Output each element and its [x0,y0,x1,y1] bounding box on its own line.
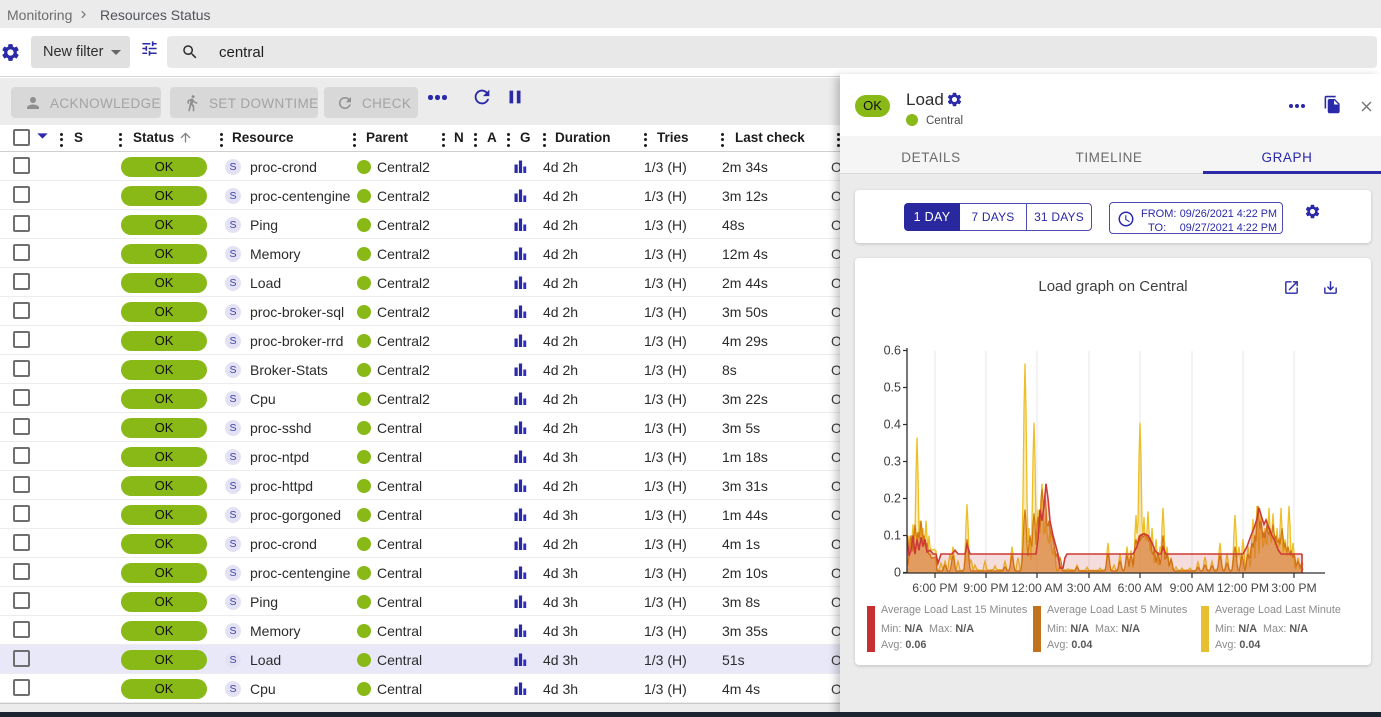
svg-text:6:00 PM: 6:00 PM [912,581,957,595]
svg-text:12:00 AM: 12:00 AM [1011,581,1063,595]
svg-text:0.5: 0.5 [884,381,901,395]
svg-text:6:00 AM: 6:00 AM [1118,581,1163,595]
svg-text:9:00 PM: 9:00 PM [963,581,1008,595]
svg-text:0.4: 0.4 [884,418,901,432]
svg-text:0.3: 0.3 [884,455,901,469]
svg-text:0.6: 0.6 [884,344,901,358]
svg-text:9:00 AM: 9:00 AM [1170,581,1215,595]
svg-text:0.2: 0.2 [884,492,901,506]
svg-text:3:00 AM: 3:00 AM [1067,581,1112,595]
svg-text:0: 0 [894,566,901,580]
svg-text:3:00 PM: 3:00 PM [1271,581,1316,595]
svg-text:0.1: 0.1 [884,529,901,543]
svg-text:12:00 PM: 12:00 PM [1217,581,1269,595]
